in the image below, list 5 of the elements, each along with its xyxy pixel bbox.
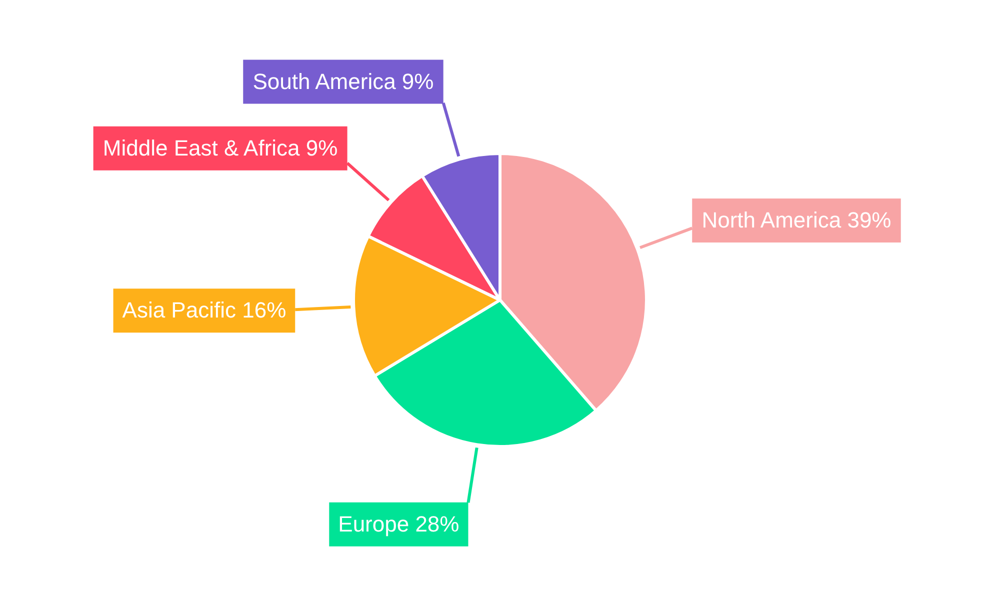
slice-label: Asia Pacific 16% (122, 298, 286, 323)
slice-label: Middle East & Africa 9% (102, 135, 338, 160)
slice-label: North America 39% (702, 208, 892, 233)
slice-label: Europe 28% (338, 511, 460, 536)
slice-label: South America 9% (252, 68, 434, 94)
